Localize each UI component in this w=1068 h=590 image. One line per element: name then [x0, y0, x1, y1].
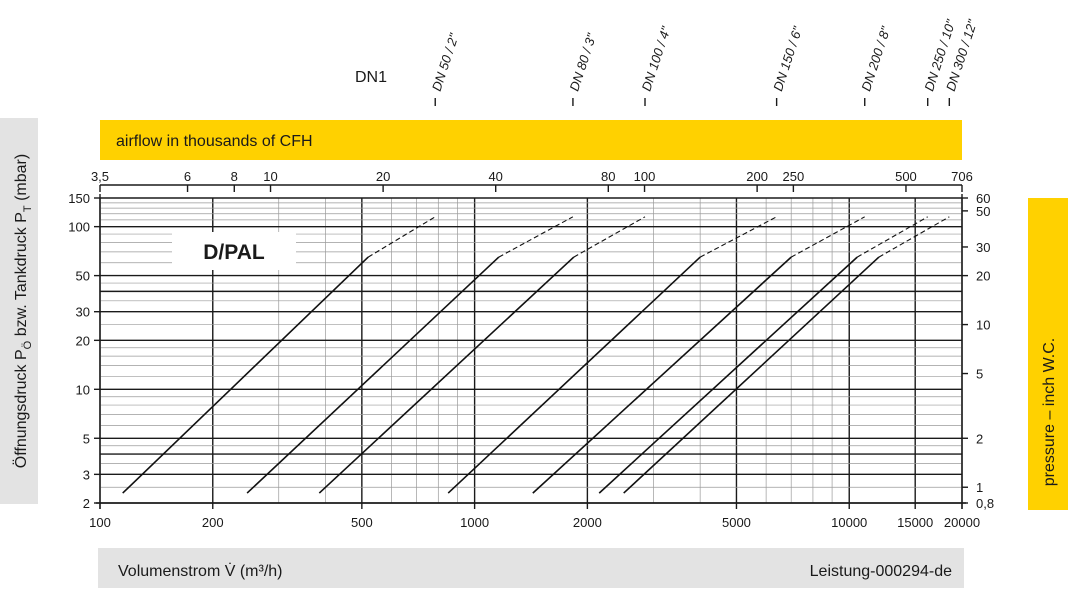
y-tick-label: 3 [83, 467, 90, 482]
y-tick-label: 100 [68, 220, 90, 235]
x-tick-label: 10000 [831, 515, 867, 530]
dn-label: DN 80 / 3" [567, 30, 600, 93]
x2-tick-label: 8 [231, 169, 238, 184]
dn-label: DN 200 / 8" [858, 23, 893, 92]
series-line-dashed [856, 216, 928, 258]
x2-tick-label: 100 [634, 169, 656, 184]
x-axis-label: Volumenstrom V̇ (m³/h) [118, 562, 282, 580]
dn-label: DN 50 / 2" [429, 30, 462, 93]
y2-tick-label: 30 [976, 240, 990, 255]
y2-tick-label: 5 [976, 367, 983, 382]
y2-axis-label: pressure – inch W.C. [1041, 338, 1058, 487]
series-line-solid [122, 256, 369, 494]
series-lines [122, 216, 950, 494]
x2-tick-label: 500 [895, 169, 917, 184]
y2-tick-label: 60 [976, 191, 990, 206]
dn-label: DN1 [355, 69, 387, 86]
y-axis-label: Öffnungsdruck PÖ bzw. Tankdruck PT (mbar… [12, 154, 34, 468]
x2-tick-label: 250 [783, 169, 805, 184]
x2-tick-label: 706 [951, 169, 973, 184]
y-tick-label: 20 [76, 333, 90, 348]
series-line-solid [623, 256, 880, 494]
x2-tick-label: 6 [184, 169, 191, 184]
airflow-band [100, 120, 962, 160]
y2-tick-label: 50 [976, 204, 990, 219]
series-line-solid [246, 256, 500, 494]
y-tick-label: 2 [83, 496, 90, 511]
series-line-dashed [367, 216, 436, 258]
chart-title: D/PAL [203, 241, 265, 264]
x2-tick-label: 80 [601, 169, 615, 184]
x-tick-label: 5000 [722, 515, 751, 530]
x2-tick-label: 200 [746, 169, 768, 184]
y2-tick-label: 20 [976, 269, 990, 284]
y-tick-label: 30 [76, 305, 90, 320]
dn-label: DN 150 / 6" [770, 23, 805, 92]
series-line-dashed [573, 216, 646, 258]
series-line-solid [532, 256, 792, 494]
x-tick-label: 1000 [460, 515, 489, 530]
ylabel-band [0, 118, 38, 504]
y2-tick-label: 1 [976, 480, 983, 495]
y2-tick-label: 10 [976, 318, 990, 333]
dn-labels: DN 50 / 2" DN 80 / 3" DN 100 / 4" DN 150 / … [429, 17, 980, 106]
x2-tick-label: 10 [263, 169, 277, 184]
pressure-band [1028, 198, 1068, 510]
y-tick-label: 10 [76, 382, 90, 397]
title-box [172, 232, 296, 270]
y-tick-label: 50 [76, 269, 90, 284]
series-line-dashed [878, 216, 950, 258]
dn-label: DN 100 / 4" [639, 23, 674, 92]
y-tick-label: 150 [68, 191, 90, 206]
x2-axis-label: airflow in thousands of CFH [116, 133, 313, 150]
x2-tick-label: 3,5 [91, 169, 109, 184]
xlabel-band [98, 548, 964, 588]
series-line-solid [318, 256, 575, 494]
tick-labels: 100 200 500 1000 2000 5000 10000 15000 20000 2 3 5 1… [68, 169, 994, 530]
series-line-dashed [699, 216, 777, 258]
x-tick-label: 2000 [573, 515, 602, 530]
x-tick-label: 100 [89, 515, 111, 530]
series-line-solid [598, 256, 858, 494]
series-line-dashed [790, 216, 865, 258]
x-tick-label: 200 [202, 515, 224, 530]
x-tick-label: 15000 [897, 515, 933, 530]
x-tick-label: 20000 [944, 515, 980, 530]
y2-tick-label: 2 [976, 431, 983, 446]
y-tick-label: 5 [83, 431, 90, 446]
x2-tick-label: 40 [488, 169, 502, 184]
series-line-dashed [498, 216, 574, 258]
series-line-solid [447, 256, 701, 494]
chart-code: Leistung-000294-de [810, 563, 952, 580]
x2-tick-label: 20 [376, 169, 390, 184]
y2-tick-label: 0,8 [976, 496, 994, 511]
x-tick-label: 500 [351, 515, 373, 530]
